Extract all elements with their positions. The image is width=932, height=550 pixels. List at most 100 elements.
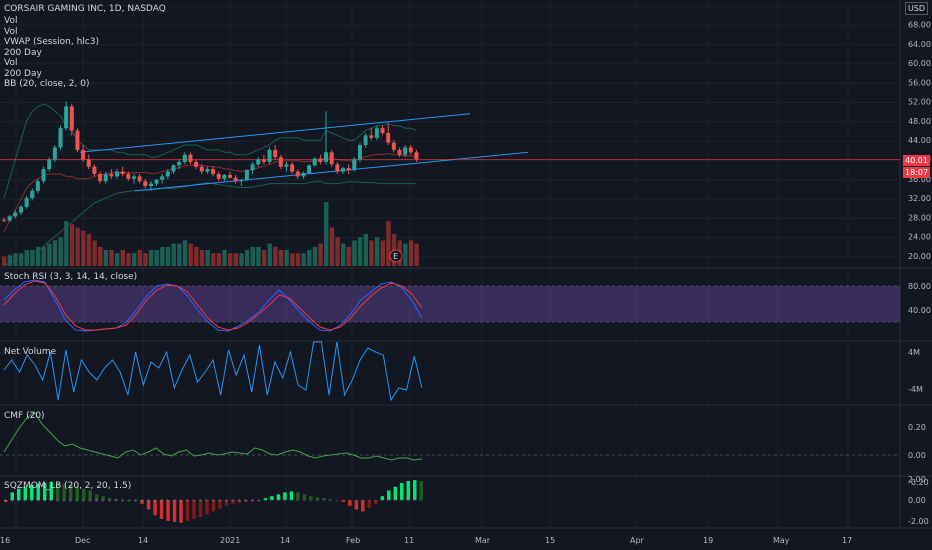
volume-bar bbox=[346, 246, 352, 266]
candle-body bbox=[346, 168, 351, 171]
volume-bar bbox=[58, 237, 63, 266]
price-tick: 24.00 bbox=[908, 233, 931, 242]
candle-body bbox=[131, 176, 136, 179]
volume-bar bbox=[35, 246, 41, 266]
indicator-legend-3[interactable]: 200 Day bbox=[4, 47, 42, 58]
volume-bar bbox=[403, 243, 408, 266]
sqzmom-dot: + bbox=[419, 498, 423, 504]
candle-body bbox=[205, 169, 210, 172]
sqzmom-dot: + bbox=[172, 498, 176, 504]
indicator-legend-0[interactable]: Vol bbox=[4, 16, 18, 26]
candle-body bbox=[312, 158, 317, 166]
volume-bar bbox=[143, 253, 148, 266]
sqzmom-dot: + bbox=[302, 498, 306, 504]
sqzmom-bar bbox=[16, 488, 21, 500]
candle-body bbox=[154, 179, 159, 184]
candle-body bbox=[69, 106, 74, 131]
sqzmom-dot: + bbox=[120, 498, 124, 504]
volume-bar bbox=[357, 237, 363, 266]
indicator-legend-4[interactable]: Vol bbox=[4, 58, 18, 68]
sqzmom-dot: + bbox=[348, 498, 352, 504]
volume-bar bbox=[7, 254, 13, 266]
volume-bar bbox=[92, 240, 97, 266]
candle-body bbox=[98, 173, 103, 182]
candle-body bbox=[273, 149, 278, 158]
price-tick: 36.00 bbox=[908, 175, 931, 184]
sqzmom-bar bbox=[88, 490, 92, 500]
sqzmom-dot: + bbox=[387, 498, 391, 504]
stoch-tick: 40.00 bbox=[908, 306, 931, 315]
cmf-tick: -0.20 bbox=[908, 478, 929, 487]
sqzmom-dot: + bbox=[205, 498, 209, 504]
candle-body bbox=[278, 157, 283, 167]
candle-body bbox=[126, 173, 131, 179]
candle-body bbox=[369, 135, 374, 138]
volume-bar bbox=[233, 253, 239, 266]
volume-bar bbox=[239, 253, 244, 266]
sqzmom-bar bbox=[257, 500, 261, 501]
volume-bar bbox=[109, 250, 114, 266]
volume-bar bbox=[312, 246, 318, 266]
time-tick: Apr bbox=[630, 536, 645, 545]
volume-bar bbox=[182, 240, 188, 266]
sqzmom-bar bbox=[107, 498, 112, 500]
volume-bar bbox=[30, 250, 35, 266]
sqzmom-title: SQZMOM_LB (20, 2, 20, 1.5) bbox=[4, 481, 132, 491]
sqzmom-bar bbox=[198, 500, 203, 518]
indicator-legend-1[interactable]: Vol bbox=[4, 26, 18, 37]
candle-body bbox=[301, 172, 306, 177]
candle-body bbox=[307, 165, 312, 173]
currency-badge[interactable]: USD bbox=[905, 2, 929, 15]
candle-body bbox=[239, 179, 244, 182]
candle-body bbox=[261, 159, 266, 162]
candle-body bbox=[408, 147, 413, 153]
sqzmom-bar bbox=[94, 494, 99, 500]
sqzmom-dot: + bbox=[400, 498, 404, 504]
sqzmom-dot: + bbox=[406, 498, 410, 504]
candle-body bbox=[341, 168, 345, 172]
sqzmom-dot: + bbox=[127, 498, 131, 504]
volume-bar bbox=[211, 253, 216, 266]
sqzmom-bar bbox=[237, 500, 242, 503]
time-tick: Mar bbox=[475, 536, 491, 545]
cmf-tick: 0.20 bbox=[908, 423, 926, 432]
sqzmom-bar bbox=[159, 500, 164, 519]
candle-body bbox=[256, 159, 261, 165]
time-tick: 19 bbox=[703, 536, 713, 545]
countdown-tag: 18:07 bbox=[903, 167, 931, 178]
sqzmom-bar bbox=[335, 500, 339, 501]
candle-body bbox=[30, 190, 35, 199]
sqzmom-bar bbox=[244, 500, 248, 502]
candle-body bbox=[75, 130, 80, 150]
stoch-d-line bbox=[3, 280, 423, 331]
sqzmom-dot: + bbox=[49, 498, 53, 504]
chart-title: CORSAIR GAMING INC, 1D, NASDAQ bbox=[4, 4, 166, 14]
volume-bar bbox=[120, 250, 126, 266]
volume-bar bbox=[98, 246, 103, 266]
sqzmom-dot: + bbox=[250, 498, 254, 504]
sqzmom-dot: + bbox=[198, 498, 202, 504]
candle-body bbox=[64, 106, 69, 129]
candle-body bbox=[199, 166, 204, 172]
sqzmom-dot: + bbox=[296, 498, 300, 504]
netvol-tick: 4M bbox=[908, 348, 920, 357]
sqzmom-dot: + bbox=[36, 498, 40, 504]
indicator-legend-5[interactable]: 200 Day bbox=[4, 68, 42, 79]
volume-bar bbox=[256, 246, 261, 266]
sqzmom-dot: + bbox=[153, 498, 157, 504]
sqzmom-dot: + bbox=[159, 498, 163, 504]
candle-body bbox=[374, 128, 379, 138]
indicator-legend-6[interactable]: BB (20, close, 2, 0) bbox=[4, 79, 90, 89]
volume-bar bbox=[329, 227, 335, 266]
net-volume-line bbox=[3, 341, 423, 402]
earnings-marker bbox=[389, 249, 403, 263]
sqzmom-bar bbox=[42, 482, 47, 500]
candle-body bbox=[324, 152, 329, 162]
volume-bar bbox=[64, 221, 69, 266]
indicator-legend-2[interactable]: VWAP (Session, hlc3) bbox=[4, 37, 99, 47]
volume-bar bbox=[273, 246, 278, 266]
sqzmom-dot: + bbox=[354, 498, 358, 504]
volume-bar bbox=[205, 250, 210, 266]
sqzmom-dot: + bbox=[263, 498, 267, 504]
